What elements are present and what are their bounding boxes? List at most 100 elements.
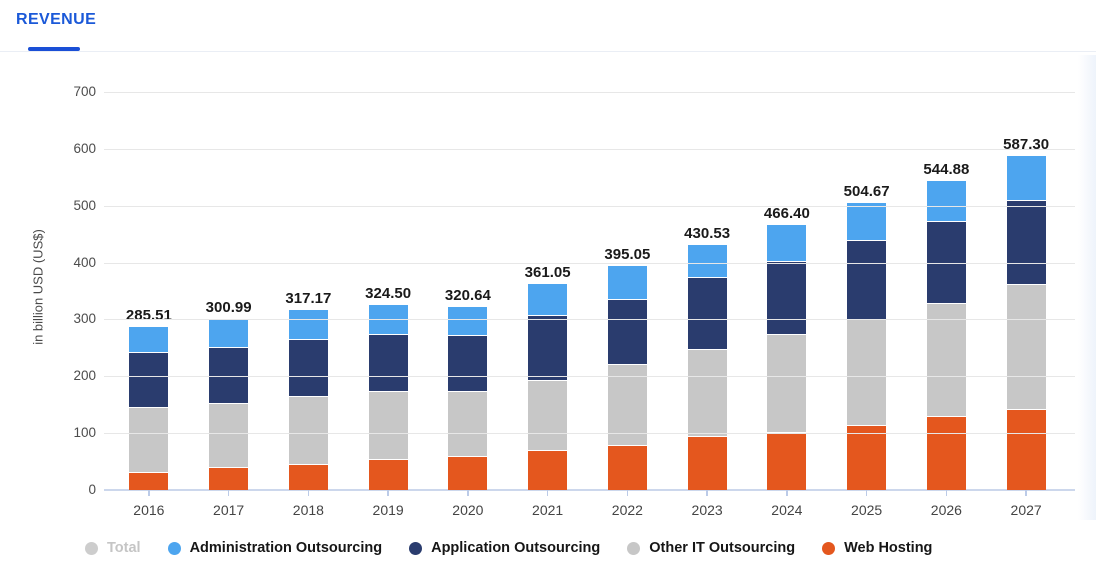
segment-web-hosting-2017[interactable]	[209, 467, 249, 490]
legend-item-total[interactable]: Total	[85, 540, 141, 556]
bar-2023[interactable]	[687, 245, 727, 490]
segment-application-outsourcing-2020[interactable]	[448, 335, 488, 391]
segment-other-it-outsourcing-2019[interactable]	[368, 391, 408, 459]
segment-application-outsourcing-2019[interactable]	[368, 334, 408, 391]
tab-active-underline	[28, 47, 80, 51]
bar-column-2022: 395.05	[588, 60, 668, 490]
x-cell-2027: 2027	[986, 490, 1066, 518]
segment-administration-outsourcing-2018[interactable]	[288, 310, 328, 339]
segment-administration-outsourcing-2021[interactable]	[528, 284, 568, 315]
segment-other-it-outsourcing-2027[interactable]	[1006, 284, 1046, 409]
legend-item-other-it-outsourcing[interactable]: Other IT Outsourcing	[627, 540, 795, 556]
bar-column-2025: 504.67	[827, 60, 907, 490]
legend: Total Administration Outsourcing Applicati…	[85, 536, 932, 560]
x-label-2021: 2021	[532, 502, 564, 518]
segment-administration-outsourcing-2017[interactable]	[209, 319, 249, 347]
bar-2026[interactable]	[926, 181, 966, 490]
x-tick-2017	[227, 490, 230, 496]
segment-administration-outsourcing-2027[interactable]	[1006, 156, 1046, 200]
gridline-300	[104, 319, 1075, 320]
segment-other-it-outsourcing-2024[interactable]	[767, 334, 807, 432]
y-tick-400: 400	[73, 255, 96, 270]
bar-2018[interactable]	[288, 310, 328, 490]
segment-application-outsourcing-2026[interactable]	[926, 221, 966, 303]
gridline-500	[104, 206, 1075, 207]
x-tick-2025	[865, 490, 868, 496]
tabs-bar: REVENUE	[0, 0, 1096, 52]
segment-other-it-outsourcing-2016[interactable]	[129, 407, 169, 472]
segment-administration-outsourcing-2022[interactable]	[607, 266, 647, 299]
bar-2024[interactable]	[767, 225, 807, 490]
legend-item-administration-outsourcing[interactable]: Administration Outsourcing	[167, 540, 382, 556]
legend-dot-other-it-outsourcing	[627, 541, 641, 555]
segment-web-hosting-2024[interactable]	[767, 432, 807, 490]
segment-web-hosting-2022[interactable]	[607, 445, 647, 490]
total-label-2021: 361.05	[524, 264, 571, 281]
legend-item-application-outsourcing[interactable]: Application Outsourcing	[409, 540, 600, 556]
segment-web-hosting-2026[interactable]	[926, 416, 966, 490]
bar-column-2023: 430.53	[667, 60, 747, 490]
segment-web-hosting-2025[interactable]	[847, 425, 887, 490]
segment-other-it-outsourcing-2022[interactable]	[607, 364, 647, 445]
segment-web-hosting-2020[interactable]	[448, 456, 488, 490]
legend-label: Total	[107, 540, 141, 556]
bar-2027[interactable]	[1006, 156, 1046, 490]
x-tick-2023	[706, 490, 708, 496]
segment-web-hosting-2021[interactable]	[528, 450, 568, 490]
bar-column-2027: 587.30	[986, 60, 1066, 490]
legend-item-web-hosting[interactable]: Web Hosting	[822, 540, 932, 556]
bar-2020[interactable]	[448, 307, 488, 490]
bar-2021[interactable]	[528, 284, 568, 490]
segment-other-it-outsourcing-2023[interactable]	[687, 349, 727, 436]
segment-administration-outsourcing-2025[interactable]	[847, 203, 887, 240]
tab-revenue[interactable]: REVENUE	[16, 11, 96, 29]
segment-application-outsourcing-2027[interactable]	[1006, 200, 1046, 284]
segment-web-hosting-2023[interactable]	[687, 436, 727, 490]
segment-web-hosting-2027[interactable]	[1006, 409, 1046, 490]
y-tick-700: 700	[73, 84, 96, 99]
segment-application-outsourcing-2017[interactable]	[209, 347, 249, 403]
segment-other-it-outsourcing-2021[interactable]	[528, 380, 568, 450]
x-tick-2027	[1025, 490, 1027, 496]
segment-administration-outsourcing-2020[interactable]	[448, 307, 488, 335]
x-label-2019: 2019	[372, 502, 404, 518]
x-label-2027: 2027	[1010, 502, 1042, 518]
x-cell-2018: 2018	[269, 490, 349, 518]
segment-web-hosting-2018[interactable]	[288, 464, 328, 490]
segment-application-outsourcing-2021[interactable]	[528, 315, 568, 380]
total-label-2016: 285.51	[125, 307, 172, 324]
bar-2022[interactable]	[607, 266, 647, 490]
segment-other-it-outsourcing-2026[interactable]	[926, 303, 966, 416]
segment-other-it-outsourcing-2020[interactable]	[448, 391, 488, 456]
segment-administration-outsourcing-2023[interactable]	[687, 245, 727, 277]
segment-other-it-outsourcing-2018[interactable]	[288, 396, 328, 464]
legend-label: Other IT Outsourcing	[649, 540, 796, 556]
x-label-2025: 2025	[851, 502, 883, 518]
x-cell-2026: 2026	[907, 490, 987, 518]
segment-administration-outsourcing-2024[interactable]	[767, 225, 807, 261]
segment-application-outsourcing-2022[interactable]	[607, 299, 647, 364]
x-tick-2024	[786, 490, 788, 496]
segment-other-it-outsourcing-2025[interactable]	[847, 319, 887, 425]
bar-2025[interactable]	[847, 203, 887, 490]
x-cell-2016: 2016	[109, 490, 189, 518]
bar-2019[interactable]	[368, 305, 408, 490]
segment-application-outsourcing-2024[interactable]	[767, 261, 807, 334]
gridline-600	[104, 149, 1075, 150]
segment-other-it-outsourcing-2017[interactable]	[209, 403, 249, 467]
segment-web-hosting-2019[interactable]	[368, 459, 408, 490]
segment-administration-outsourcing-2016[interactable]	[129, 327, 169, 352]
segment-web-hosting-2016[interactable]	[129, 472, 169, 490]
segment-administration-outsourcing-2026[interactable]	[926, 181, 966, 221]
bar-2017[interactable]	[209, 319, 249, 490]
total-label-2025: 504.67	[843, 183, 890, 200]
x-label-2024: 2024	[771, 502, 803, 518]
x-cell-2021: 2021	[508, 490, 588, 518]
segment-application-outsourcing-2018[interactable]	[288, 339, 328, 396]
segment-application-outsourcing-2023[interactable]	[687, 277, 727, 349]
bar-2016[interactable]	[129, 327, 169, 490]
segment-application-outsourcing-2025[interactable]	[847, 240, 887, 319]
y-tick-500: 500	[73, 198, 96, 213]
segment-application-outsourcing-2016[interactable]	[129, 352, 169, 407]
